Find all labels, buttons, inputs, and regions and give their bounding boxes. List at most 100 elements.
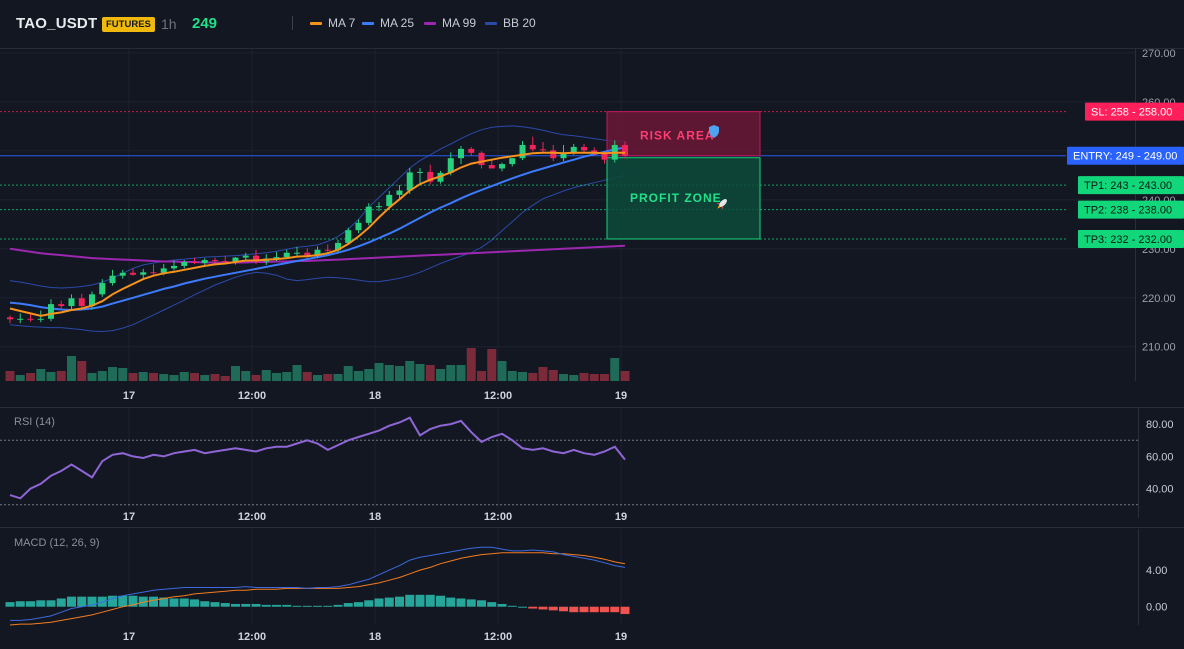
macd-hist-bar	[179, 598, 189, 607]
rsi-tick-label: 40.00	[1146, 484, 1174, 496]
volume-bar	[354, 371, 363, 381]
candle-body	[601, 153, 608, 160]
candle-body	[37, 318, 44, 320]
candle[interactable]	[171, 260, 177, 271]
candle[interactable]	[27, 313, 34, 322]
candle[interactable]	[386, 190, 393, 210]
candle[interactable]	[581, 143, 587, 153]
candle[interactable]	[478, 151, 485, 169]
candle[interactable]	[191, 257, 198, 264]
candle[interactable]	[396, 185, 403, 199]
candle[interactable]	[622, 141, 628, 159]
candle[interactable]	[232, 257, 239, 265]
level-tag-tp3[interactable]: TP3: 232 - 232.00	[1078, 229, 1184, 248]
candle[interactable]	[324, 244, 331, 253]
candle-body	[355, 222, 362, 231]
candle[interactable]	[68, 294, 75, 310]
level-tag-sl[interactable]: SL: 258 - 258.00	[1085, 102, 1184, 121]
candle[interactable]	[253, 249, 259, 264]
candle[interactable]	[458, 145, 464, 165]
candle[interactable]	[365, 203, 372, 226]
candle-body	[406, 172, 413, 191]
level-tag-tp2[interactable]: TP2: 238 - 238.00	[1078, 200, 1184, 219]
candle[interactable]	[150, 264, 157, 275]
volume-bar	[210, 374, 220, 381]
candle-body	[529, 144, 536, 150]
futures-badge: FUTURES	[102, 17, 155, 32]
macd-hist-bar	[569, 606, 579, 613]
candle[interactable]	[540, 142, 546, 153]
macd-title: MACD (12, 26, 9)	[14, 537, 100, 549]
rsi-tick-label: 60.00	[1146, 451, 1174, 463]
candle[interactable]	[376, 202, 382, 212]
legend-ma99[interactable]: MA 99	[424, 16, 476, 30]
candle[interactable]	[519, 141, 526, 161]
candle[interactable]	[130, 268, 136, 276]
candle[interactable]	[529, 136, 536, 152]
candle[interactable]	[468, 146, 475, 156]
candle[interactable]	[78, 293, 85, 309]
level-tag-tp1[interactable]: TP1: 243 - 243.00	[1078, 176, 1184, 195]
volume-bar	[405, 361, 415, 381]
candle[interactable]	[355, 219, 362, 234]
macd-hist-bar	[272, 604, 281, 607]
time-tick-label: 19	[615, 631, 627, 643]
level-tag-bg	[1067, 146, 1184, 165]
candle-body	[570, 146, 577, 153]
candle[interactable]	[242, 252, 249, 261]
timeframe-selector[interactable]: 1h	[161, 16, 177, 32]
candle[interactable]	[499, 162, 505, 172]
candle[interactable]	[58, 300, 65, 310]
candle[interactable]	[181, 260, 188, 269]
candle[interactable]	[7, 315, 13, 324]
rsi-pane: RSI (14) 40.00 60.00 80.00	[0, 416, 1174, 506]
candle[interactable]	[509, 158, 516, 167]
legend-bb20[interactable]: BB 20	[485, 16, 536, 30]
time-tick-label: 12:00	[484, 390, 512, 402]
candle-body	[396, 190, 403, 195]
level-tag-text: TP1: 243 - 243.00	[1084, 180, 1172, 192]
legend-ma7[interactable]: MA 7	[310, 16, 355, 30]
volume-bar	[323, 374, 333, 381]
level-tag-text: SL: 258 - 258.00	[1091, 107, 1172, 119]
profit-zone-label: PROFIT ZONE	[630, 191, 722, 205]
macd-hist-bar	[200, 601, 210, 607]
volume-bar	[67, 356, 76, 381]
candle-body	[509, 158, 516, 165]
candle[interactable]	[201, 258, 208, 266]
candle[interactable]	[48, 299, 54, 322]
level-tag-text: ENTRY: 249 - 249.00	[1073, 151, 1177, 163]
candle-body	[560, 152, 567, 159]
candle[interactable]	[427, 164, 434, 185]
volume-bar	[610, 358, 620, 381]
candle-body	[376, 206, 382, 208]
candle[interactable]	[17, 313, 24, 324]
candle[interactable]	[488, 160, 495, 169]
legend-ma25[interactable]: MA 25	[362, 16, 414, 30]
macd-hist-bar	[487, 602, 497, 607]
candle[interactable]	[212, 257, 218, 263]
candle[interactable]	[417, 167, 423, 186]
candle-body	[499, 164, 505, 169]
time-tick-label: 12:00	[484, 631, 512, 643]
candle[interactable]	[314, 246, 321, 259]
volume-bar	[108, 367, 117, 381]
candle-body	[150, 272, 157, 274]
symbol-name[interactable]: TAO_USDT	[16, 15, 98, 32]
volume-bar	[425, 365, 435, 381]
candle[interactable]	[140, 268, 147, 279]
level-tag-bg	[1078, 229, 1184, 248]
macd-hist-bar	[620, 606, 630, 615]
candle[interactable]	[294, 246, 300, 257]
candle[interactable]	[99, 279, 106, 297]
candles	[7, 136, 628, 324]
candle-body	[58, 304, 65, 307]
candle[interactable]	[345, 227, 352, 245]
legend-ma25-label: MA 25	[380, 16, 415, 30]
volume-bar	[292, 365, 302, 381]
macd-hist-bar	[15, 601, 25, 607]
candle[interactable]	[109, 269, 116, 286]
candle[interactable]	[119, 269, 126, 279]
level-tag-entry[interactable]: ENTRY: 249 - 249.00	[1067, 146, 1184, 165]
